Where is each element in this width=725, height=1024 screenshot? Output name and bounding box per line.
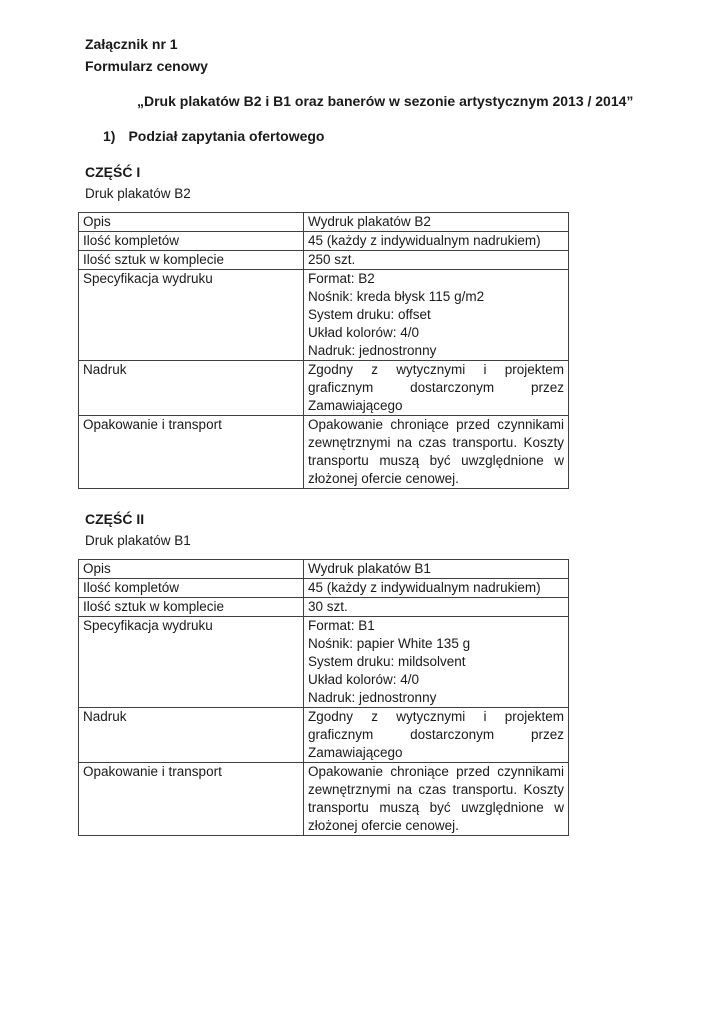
table-row: Opakowanie i transport Opakowanie chroni… — [78, 415, 569, 489]
table-cell-label: Specyfikacja wydruku — [78, 269, 304, 361]
table-row: Opakowanie i transport Opakowanie chroni… — [78, 762, 569, 836]
table-cell-value: Opakowanie chroniące przed czynnikami ze… — [303, 415, 569, 489]
table-cell-label: Opis — [78, 559, 304, 579]
table-cell-value: 30 szt. — [303, 597, 569, 617]
spec-line: Nośnik: papier White 135 g — [308, 636, 471, 651]
table-cell-label: Ilość kompletów — [78, 231, 304, 251]
section-2-heading: CZĘŚĆ II — [85, 511, 145, 527]
table-cell-label: Opis — [78, 212, 304, 232]
spec-line: System druku: mildsolvent — [308, 654, 466, 669]
table-cell-value: Wydruk plakatów B1 — [303, 559, 569, 579]
table-cell-label: Ilość sztuk w komplecie — [78, 250, 304, 270]
table-cell-value: 45 (każdy z indywidualnym nadrukiem) — [303, 578, 569, 598]
table-row: Ilość sztuk w komplecie 250 szt. — [78, 250, 569, 270]
table-cell-label: Specyfikacja wydruku — [78, 616, 304, 708]
table-cell-value: Zgodny z wytycznymi i projektem graficzn… — [303, 707, 569, 763]
table-cell-value: Wydruk plakatów B2 — [303, 212, 569, 232]
spec-line: Układ kolorów: 4/0 — [308, 672, 420, 687]
attachment-label: Załącznik nr 1 — [85, 36, 178, 52]
table-cell-value: Format: B1 Nośnik: papier White 135 g Sy… — [303, 616, 569, 708]
section-2-table: Opis Wydruk plakatów B1 Ilość kompletów … — [78, 559, 569, 836]
table-cell-label: Nadruk — [78, 360, 304, 416]
table-row: Nadruk Zgodny z wytycznymi i projektem g… — [78, 360, 569, 416]
table-cell-value: Format: B2 Nośnik: kreda błysk 115 g/m2 … — [303, 269, 569, 361]
table-row: Ilość sztuk w komplecie 30 szt. — [78, 597, 569, 617]
spec-line: Format: B1 — [308, 618, 375, 633]
table-cell-value: 250 szt. — [303, 250, 569, 270]
section-1-table: Opis Wydruk plakatów B2 Ilość kompletów … — [78, 212, 569, 489]
table-cell-value: Opakowanie chroniące przed czynnikami ze… — [303, 762, 569, 836]
list-item-marker: 1) — [103, 128, 116, 144]
table-cell-label: Ilość kompletów — [78, 578, 304, 598]
table-cell-label: Ilość sztuk w komplecie — [78, 597, 304, 617]
spec-line: Format: B2 — [308, 271, 375, 286]
table-row: Opis Wydruk plakatów B1 — [78, 559, 569, 579]
table-cell-value: Zgodny z wytycznymi i projektem graficzn… — [303, 360, 569, 416]
section-1-subheading: Druk plakatów B2 — [85, 186, 191, 201]
document-title: „Druk plakatów B2 i B1 oraz banerów w se… — [137, 93, 634, 109]
document-content: Załącznik nr 1 Formularz cenowy „Druk pl… — [78, 33, 634, 836]
table-row: Nadruk Zgodny z wytycznymi i projektem g… — [78, 707, 569, 763]
table-row: Specyfikacja wydruku Format: B2 Nośnik: … — [78, 269, 569, 361]
spec-line: Nośnik: kreda błysk 115 g/m2 — [308, 289, 485, 304]
spec-line: Nadruk: jednostronny — [308, 343, 437, 358]
spec-line: System druku: offset — [308, 307, 431, 322]
table-row: Ilość kompletów 45 (każdy z indywidualny… — [78, 231, 569, 251]
spec-line: Układ kolorów: 4/0 — [308, 325, 420, 340]
table-row: Ilość kompletów 45 (każdy z indywidualny… — [78, 578, 569, 598]
table-cell-value: 45 (każdy z indywidualnym nadrukiem) — [303, 231, 569, 251]
table-cell-label: Nadruk — [78, 707, 304, 763]
spec-line: Nadruk: jednostronny — [308, 690, 437, 705]
form-name-label: Formularz cenowy — [85, 58, 208, 74]
table-cell-label: Opakowanie i transport — [78, 762, 304, 836]
section-2-subheading: Druk plakatów B1 — [85, 533, 191, 548]
list-item-text: Podział zapytania ofertowego — [128, 128, 325, 144]
table-cell-label: Opakowanie i transport — [78, 415, 304, 489]
numbered-list-item: 1) Podział zapytania ofertowego — [103, 126, 568, 146]
section-1-heading: CZĘŚĆ I — [85, 164, 141, 180]
table-row: Opis Wydruk plakatów B2 — [78, 212, 569, 232]
table-row: Specyfikacja wydruku Format: B1 Nośnik: … — [78, 616, 569, 708]
